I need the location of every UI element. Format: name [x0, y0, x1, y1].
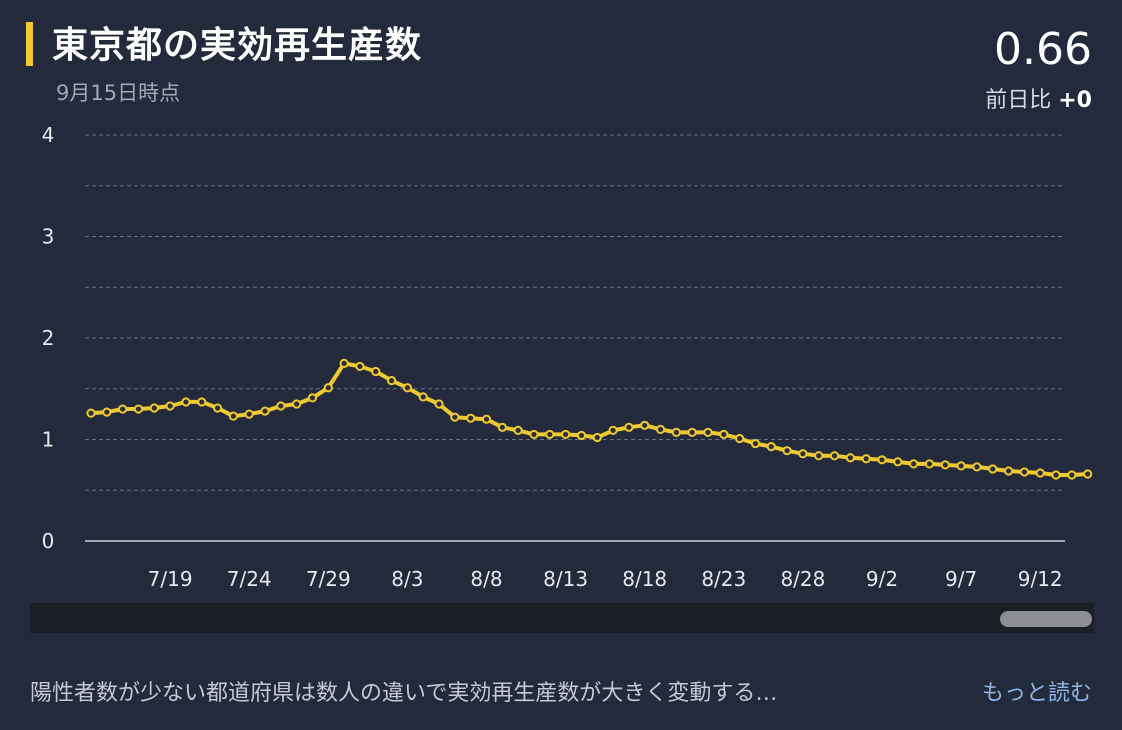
data-point [133, 404, 144, 414]
x-tick-label: 7/19 [148, 567, 193, 591]
x-tick-label: 8/8 [470, 567, 502, 591]
data-point [466, 413, 476, 423]
data-point [418, 392, 428, 402]
data-point [260, 406, 270, 416]
series-line [86, 358, 1093, 480]
x-tick-label: 9/12 [1018, 567, 1063, 591]
data-point [687, 427, 697, 437]
y-axis: 0 1 2 3 4 [42, 123, 55, 553]
x-tick-label: 8/18 [622, 567, 667, 591]
data-point [197, 397, 207, 407]
chart-scrollbar[interactable] [30, 603, 1094, 633]
data-point [719, 429, 729, 440]
data-point [513, 425, 523, 435]
data-point [481, 414, 492, 424]
title-accent-bar [26, 22, 33, 66]
data-point [323, 383, 333, 393]
data-point [845, 453, 855, 463]
data-point [529, 429, 539, 440]
data-point [909, 459, 919, 469]
data-point [371, 366, 381, 377]
y-tick-label: 4 [42, 123, 55, 147]
data-point [355, 361, 365, 372]
data-point [386, 376, 397, 386]
change-label: 前日比 [985, 88, 1052, 113]
x-tick-label: 8/28 [780, 567, 825, 591]
data-point [276, 401, 286, 411]
as-of-date: 9月15日時点 [56, 81, 181, 105]
data-point [1051, 470, 1061, 480]
data-point [814, 451, 824, 461]
data-point [149, 403, 159, 413]
x-tick-label: 9/7 [945, 567, 977, 591]
data-point [893, 457, 903, 467]
data-point [798, 449, 808, 459]
data-point [165, 401, 175, 411]
data-point [640, 420, 650, 430]
series-path [89, 361, 1090, 477]
read-more-link[interactable]: もっと読む [981, 681, 1092, 706]
current-value: 0.66 [994, 24, 1092, 75]
y-tick-label: 3 [42, 225, 55, 249]
line-chart: 0 1 2 3 4 7/19 7/24 7/29 8/3 8/8 8/13 8/18 8/23 8/28… [42, 123, 1093, 591]
data-point [655, 424, 666, 434]
data-point [782, 446, 792, 456]
data-point [1067, 470, 1077, 480]
data-point [228, 411, 238, 421]
data-point [924, 459, 935, 469]
chart-title: 東京都の実効再生産数 [52, 25, 423, 66]
footnote-text: 陽性者数が少ない都道府県は数人の違いで実効再生産数が大きく変動する… [30, 681, 778, 706]
data-point [339, 358, 349, 368]
data-point [102, 407, 112, 417]
data-point [1003, 466, 1014, 476]
data-point [750, 438, 761, 449]
x-tick-label: 8/23 [701, 567, 746, 591]
data-point [181, 397, 191, 407]
x-tick-label: 9/2 [866, 567, 898, 591]
data-point [829, 451, 840, 461]
y-tick-label: 2 [42, 326, 55, 350]
data-point [561, 429, 571, 440]
change-value: +0 [1058, 88, 1092, 113]
data-point [118, 404, 128, 414]
data-point [576, 430, 587, 441]
data-point [703, 427, 713, 437]
data-point [956, 461, 966, 471]
data-point [1035, 468, 1045, 478]
data-point [972, 462, 982, 472]
x-tick-label: 8/13 [543, 567, 588, 591]
x-tick-label: 7/24 [227, 567, 272, 591]
data-point [292, 399, 302, 409]
data-point [1019, 467, 1029, 477]
data-point [307, 393, 318, 403]
x-tick-label: 7/29 [306, 567, 351, 591]
data-point [497, 422, 507, 432]
data-point [671, 427, 681, 437]
y-tick-label: 0 [42, 529, 55, 553]
data-point [608, 425, 618, 435]
data-point [988, 464, 998, 474]
scrollbar-thumb[interactable] [1000, 611, 1092, 627]
data-point [592, 432, 602, 443]
data-point [940, 460, 950, 470]
data-point [766, 442, 776, 452]
data-point [244, 409, 254, 419]
data-point [1083, 469, 1093, 479]
data-point [450, 412, 460, 422]
data-point [861, 454, 871, 464]
data-point [212, 403, 223, 413]
data-point [735, 433, 745, 444]
data-point [402, 383, 412, 393]
grid-lines [85, 134, 1065, 542]
data-point [545, 429, 555, 440]
data-point [86, 408, 96, 418]
day-over-day-change: 前日比 +0 [985, 82, 1092, 114]
data-point [434, 399, 444, 409]
y-tick-label: 1 [42, 428, 55, 452]
data-point [624, 422, 634, 432]
x-tick-label: 8/3 [391, 567, 423, 591]
data-point [877, 455, 887, 465]
x-axis: 7/19 7/24 7/29 8/3 8/8 8/13 8/18 8/23 8/28 9/2 9/7… [148, 567, 1063, 591]
